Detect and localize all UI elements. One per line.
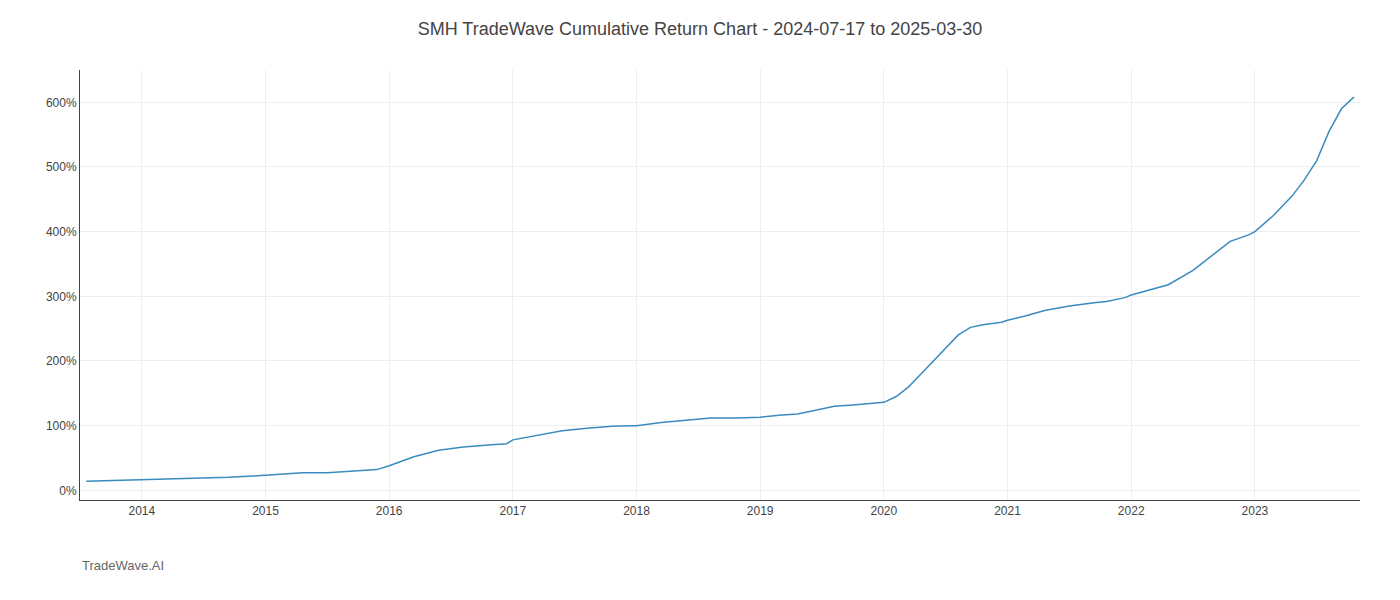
svg-text:2016: 2016 [376,504,403,518]
svg-text:600%: 600% [46,96,77,110]
svg-text:2017: 2017 [499,504,526,518]
svg-text:2014: 2014 [128,504,155,518]
svg-text:300%: 300% [46,290,77,304]
svg-text:2021: 2021 [994,504,1021,518]
svg-text:0%: 0% [59,484,77,498]
svg-text:100%: 100% [46,419,77,433]
svg-text:2018: 2018 [623,504,650,518]
svg-text:2015: 2015 [252,504,279,518]
svg-text:2023: 2023 [1242,504,1269,518]
svg-text:TradeWave.AI: TradeWave.AI [82,558,164,573]
svg-text:SMH TradeWave Cumulative Retur: SMH TradeWave Cumulative Return Chart - … [418,19,983,39]
svg-text:2020: 2020 [871,504,898,518]
svg-text:400%: 400% [46,225,77,239]
svg-text:200%: 200% [46,354,77,368]
svg-text:500%: 500% [46,160,77,174]
svg-text:2019: 2019 [747,504,774,518]
svg-text:2022: 2022 [1118,504,1145,518]
